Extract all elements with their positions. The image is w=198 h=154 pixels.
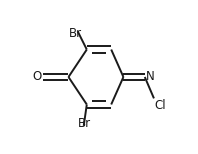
Text: Br: Br (69, 27, 82, 40)
Text: O: O (32, 71, 42, 83)
Text: N: N (146, 71, 154, 83)
Text: Cl: Cl (155, 99, 166, 112)
Text: Br: Br (78, 117, 91, 130)
